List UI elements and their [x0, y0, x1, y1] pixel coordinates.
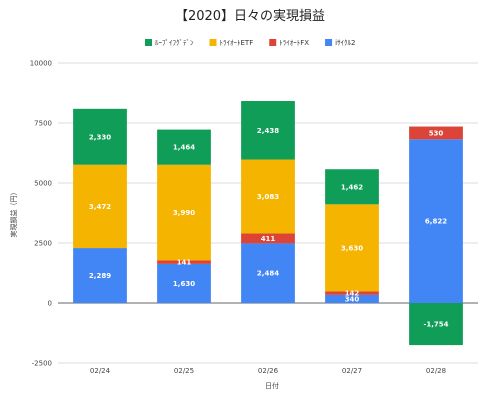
bars: [73, 101, 463, 346]
y-tick-label: 10000: [30, 60, 52, 68]
y-axis-label: 実現損益（円）: [9, 189, 18, 238]
x-tick-label: 02/24: [90, 367, 111, 375]
data-label: 2,438: [257, 127, 279, 135]
bar-segment: [241, 243, 295, 303]
data-label: 3,630: [341, 244, 363, 252]
bar-segment: [325, 204, 379, 292]
data-label: 6,822: [425, 218, 447, 226]
bar-segment: [157, 260, 211, 264]
legend-label: iｻｲｸﾙ2: [335, 39, 355, 47]
legend-swatch: [325, 39, 333, 46]
data-labels: 2,289 3,472 2,330 1,630 141 3,990 1,464 2,484 41…: [89, 127, 449, 329]
x-axis-label: 日付: [265, 381, 279, 390]
bar-segment: [157, 129, 211, 165]
chart-title: 【2020】日々の実現損益: [175, 8, 325, 24]
data-label: 2,484: [257, 270, 279, 278]
bar-segment: [157, 164, 211, 261]
bar-segment: [409, 303, 463, 346]
data-label: 1,462: [341, 183, 363, 191]
legend-label: ﾄﾗｲｵｰﾄFX: [279, 39, 309, 47]
y-tick-label: 7500: [34, 120, 52, 128]
data-label: 3,990: [173, 209, 195, 217]
bar-segment: [409, 126, 463, 140]
data-label: 2,289: [89, 272, 111, 280]
x-tick-label: 02/27: [342, 367, 362, 375]
bar-segment: [409, 139, 463, 303]
data-label: 3,083: [257, 193, 279, 201]
bar-segment: [73, 108, 127, 165]
legend-swatch: [209, 39, 217, 46]
y-tick-label: 5000: [34, 180, 52, 188]
data-label: 3,472: [89, 203, 111, 211]
data-label: 1,464: [173, 144, 195, 152]
bar-segment: [325, 169, 379, 205]
bar-segment: [73, 164, 127, 249]
data-label: -1,754: [423, 321, 448, 329]
y-tick-label: 0: [48, 300, 52, 308]
data-label: 1,630: [173, 280, 195, 288]
bar-segment: [325, 291, 379, 295]
x-tick-label: 02/26: [258, 367, 279, 375]
bar-segment: [73, 248, 127, 303]
bar-segment: [157, 263, 211, 303]
bar-segment: [325, 294, 379, 303]
data-label: 530: [429, 129, 444, 137]
bar-segment: [241, 233, 295, 244]
y-tick-label: -2500: [32, 360, 52, 368]
legend-label: ﾄﾗｲｵｰﾄETF: [220, 39, 254, 47]
bar-segment: [241, 159, 295, 234]
legend-label: ﾙｰﾌﾟｲﾌｸﾞﾃﾞﾝ: [155, 39, 194, 47]
data-label: 141: [177, 259, 192, 267]
data-label: 142: [345, 290, 360, 298]
x-axis-ticks: 02/24 02/25 02/26 02/27 02/28: [90, 367, 446, 375]
legend: ﾙｰﾌﾟｲﾌｸﾞﾃﾞﾝ ﾄﾗｲｵｰﾄETF ﾄﾗｲｵｰﾄFX iｻｲｸﾙ2: [145, 39, 355, 47]
data-label: 411: [261, 235, 276, 243]
legend-swatch: [145, 39, 152, 46]
y-tick-label: 2500: [34, 240, 52, 248]
bar-segment: [241, 101, 295, 160]
y-axis-ticks: -2500 0 2500 5000 7500 10000: [30, 60, 52, 368]
data-label: 340: [345, 295, 360, 303]
x-tick-label: 02/28: [426, 367, 446, 375]
data-label: 2,330: [89, 133, 111, 141]
x-tick-label: 02/25: [174, 367, 194, 375]
legend-swatch: [269, 39, 277, 46]
